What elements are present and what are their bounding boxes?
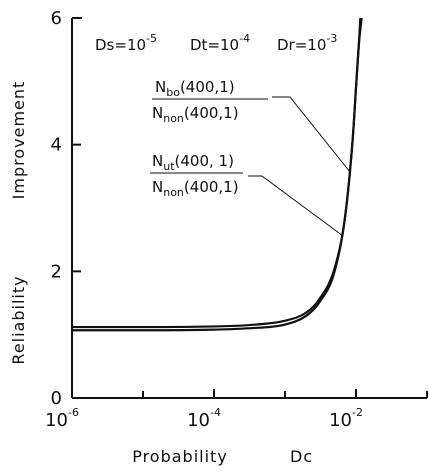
- x-tick-label-2: 10-2: [329, 406, 363, 431]
- x-axis-title-symbol: Dc: [290, 447, 313, 466]
- series-bo-leader-line: [272, 96, 351, 173]
- series-label-ut: Nut(400, 1) Nnon(400,1): [150, 152, 344, 237]
- y-tick-label-3: 6: [51, 8, 62, 29]
- series-curves: [71, 17, 363, 332]
- series-ut-leader-line: [248, 175, 344, 237]
- series-ut-denominator: Nnon(400,1): [152, 178, 239, 199]
- series-bo-numerator: Nbo(400,1): [155, 78, 235, 99]
- y-axis-title-reliability: Reliability: [9, 275, 28, 364]
- x-tick-label-1: 10-4: [187, 406, 221, 431]
- x-ticks: 10-6 10-4 10-2: [45, 389, 428, 431]
- series-ut-numerator: Nut(400, 1): [152, 152, 234, 173]
- curve-n-ut-ratio: [71, 17, 362, 332]
- param-dr: Dr=10-3: [277, 32, 337, 54]
- y-ticks: 0 2 4 6: [51, 8, 81, 409]
- y-tick-label-1: 2: [51, 261, 62, 282]
- series-bo-denominator: Nnon(400,1): [152, 104, 239, 125]
- param-dt: Dt=10-4: [190, 32, 250, 54]
- y-tick-label-0: 0: [51, 388, 62, 409]
- param-ds: Ds=10-5: [95, 32, 157, 54]
- x-tick-label-0: 10-6: [45, 406, 79, 431]
- y-axis-title-improvement: Improvement: [9, 81, 28, 200]
- series-label-bo: Nbo(400,1) Nnon(400,1): [152, 78, 351, 173]
- y-tick-label-2: 4: [51, 135, 62, 156]
- x-axis-title-probability: Probability: [132, 447, 228, 466]
